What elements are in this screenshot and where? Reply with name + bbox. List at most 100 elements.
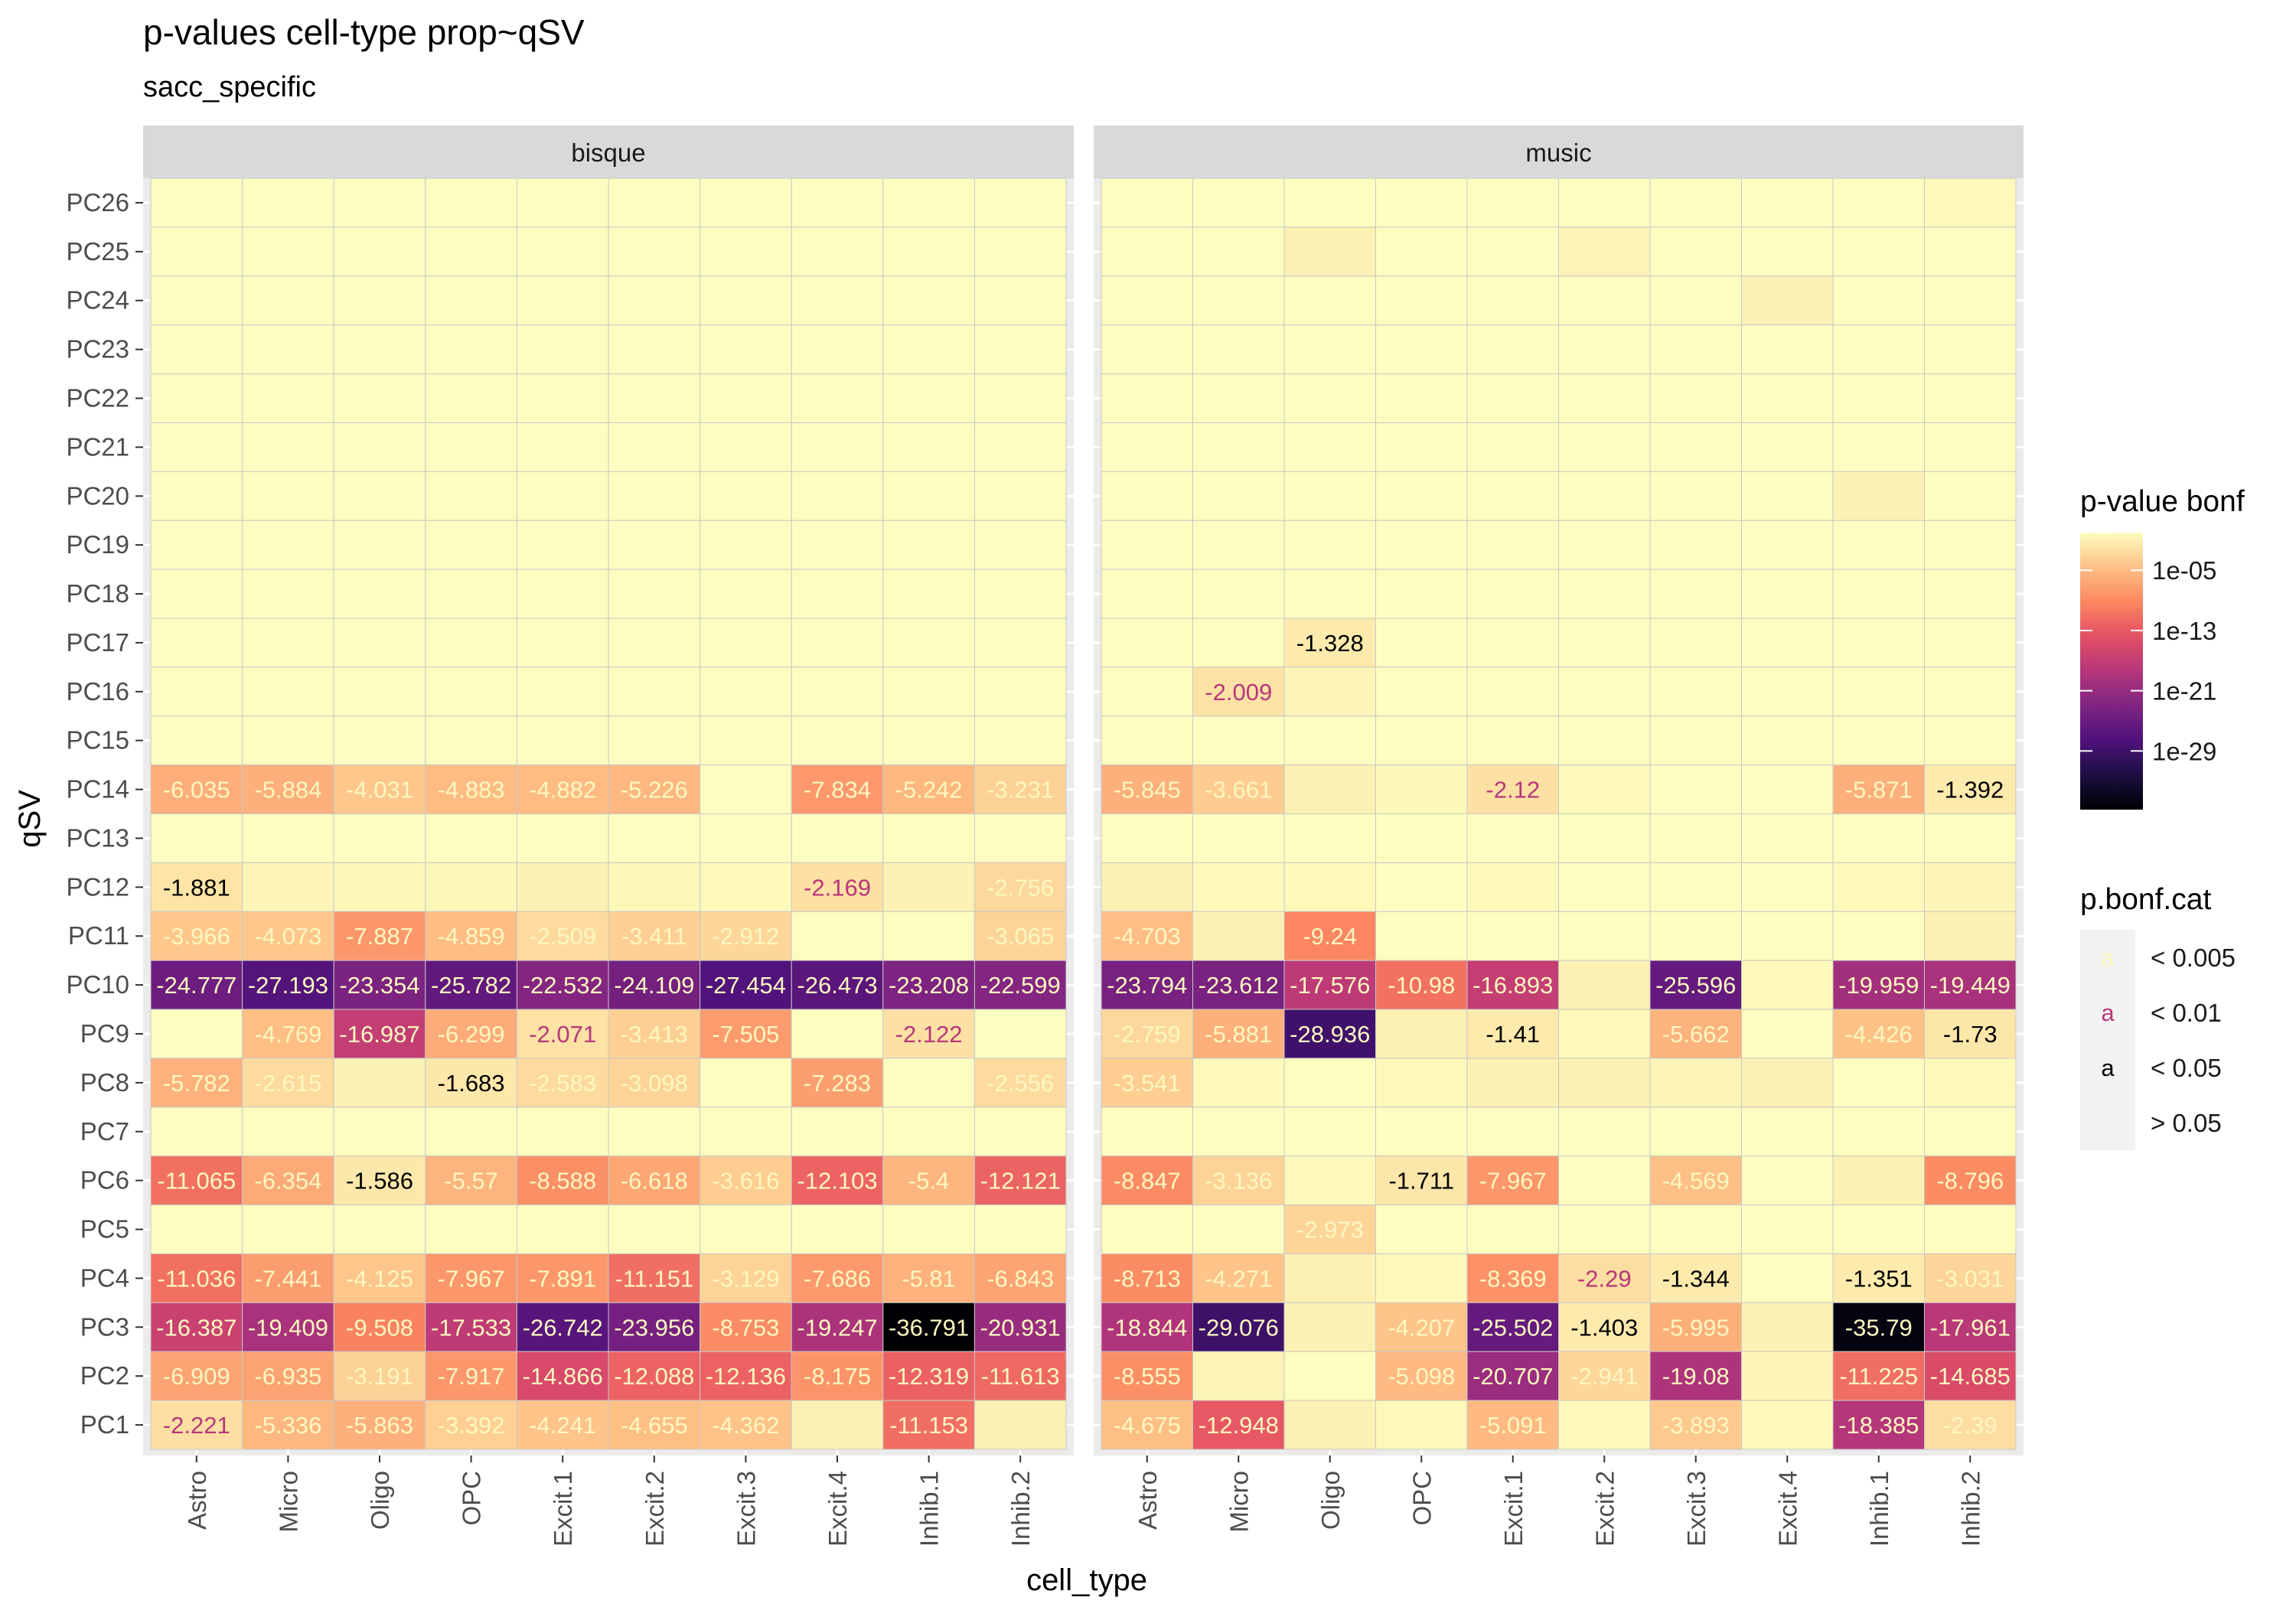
x-tick-label: Oligo	[1316, 1471, 1345, 1530]
heatmap-cell	[974, 813, 1067, 863]
cell-value-label: -8.847	[1114, 1168, 1181, 1195]
heatmap-cell	[974, 569, 1067, 619]
cell-value-label: -3.031	[1936, 1265, 2004, 1292]
cell-value-label: -23.612	[1199, 972, 1279, 999]
facet-strip	[1094, 125, 2024, 178]
heatmap-cell	[882, 764, 975, 814]
heatmap-cell	[974, 520, 1067, 570]
heatmap-cell	[974, 911, 1067, 961]
heatmap-cell	[150, 618, 243, 668]
heatmap-cell	[1649, 227, 1742, 277]
heatmap-cell	[1832, 324, 1925, 375]
heatmap-cell	[242, 960, 334, 1010]
heatmap-cell	[791, 373, 884, 423]
heatmap-cell	[425, 862, 517, 912]
cell-value-label: -22.599	[980, 972, 1061, 999]
cell-value-label: -6.909	[163, 1363, 230, 1390]
heatmap-cell	[150, 1058, 243, 1108]
heatmap-cell	[882, 618, 975, 668]
heatmap-cell	[1832, 471, 1925, 521]
heatmap-cell	[1649, 520, 1742, 570]
heatmap-cell	[425, 813, 517, 863]
heatmap-cell	[1283, 960, 1376, 1010]
fill-legend: p-value bonf 1e-05 1e-13 1e-21 1e-29	[2080, 485, 2245, 810]
heatmap-cell	[516, 1009, 609, 1059]
x-tick-label: Excit.2	[641, 1471, 669, 1547]
cell-value-label: -2.941	[1570, 1363, 1638, 1390]
heatmap-cell	[791, 1302, 884, 1352]
heatmap-cell	[1924, 911, 2017, 961]
heatmap-cell	[425, 275, 517, 326]
heatmap-cell	[791, 324, 884, 375]
heatmap-cell	[882, 422, 975, 472]
cell-value-label: -26.473	[797, 972, 877, 999]
heatmap-cell	[1832, 373, 1925, 423]
cell-value-label: -11.613	[981, 1363, 1060, 1390]
heatmap-cell	[1558, 1302, 1651, 1352]
heatmap-cell	[608, 1204, 701, 1254]
heatmap-cell	[425, 1351, 517, 1401]
heatmap-cell	[150, 1302, 243, 1352]
heatmap-cell	[1924, 471, 2017, 521]
cell-value-label: -35.79	[1845, 1314, 1913, 1341]
heatmap-cell	[608, 1351, 701, 1401]
cell-value-label: -4.883	[438, 777, 505, 804]
heatmap-cell	[150, 471, 243, 521]
cell-value-label: -2.39	[1943, 1412, 1998, 1439]
heatmap-cell	[700, 471, 792, 521]
heatmap-cell	[1741, 862, 1834, 912]
y-tick-label: PC11	[68, 921, 129, 950]
heatmap-cell	[1375, 520, 1468, 570]
cell-value-label: -4.655	[621, 1412, 688, 1439]
heatmap-cell	[242, 471, 334, 521]
heatmap-cell	[1101, 911, 1193, 961]
facet-strip	[143, 125, 1074, 178]
category-key	[2080, 1040, 2135, 1095]
heatmap-cell	[700, 667, 792, 717]
cell-value-label: -16.987	[339, 1021, 419, 1048]
y-tick-label: PC17	[66, 628, 129, 657]
heatmap-cell	[608, 1400, 701, 1450]
heatmap-cell	[791, 667, 884, 717]
heatmap-cell	[516, 667, 609, 717]
cell-value-label: -2.556	[987, 1070, 1054, 1097]
heatmap-cell	[1741, 178, 1834, 228]
cell-value-label: -1.711	[1388, 1168, 1454, 1195]
heatmap-cell	[1192, 422, 1285, 472]
heatmap-cell	[1558, 373, 1651, 423]
cell-value-label: -14.866	[523, 1363, 603, 1390]
cell-value-label: -18.844	[1107, 1314, 1187, 1341]
heatmap-cell	[242, 422, 334, 472]
heatmap-cell	[1558, 569, 1651, 619]
heatmap-cell	[1375, 569, 1468, 619]
heatmap-cell	[608, 862, 701, 912]
cell-value-label: -6.618	[621, 1168, 688, 1195]
heatmap-cell	[791, 520, 884, 570]
heatmap-cell	[333, 667, 426, 717]
cell-value-label: -6.354	[254, 1168, 321, 1195]
heatmap-cell	[1466, 520, 1559, 570]
heatmap-cell	[791, 1009, 884, 1059]
heatmap-cell	[1558, 1204, 1651, 1254]
heatmap-cell	[1101, 618, 1193, 668]
heatmap-cell	[1466, 1107, 1559, 1157]
heatmap-cell	[1283, 1156, 1376, 1206]
heatmap-cell	[1101, 1351, 1193, 1401]
cell-value-label: -5.336	[254, 1412, 321, 1439]
heatmap-cell	[150, 667, 243, 717]
heatmap-cell	[516, 1302, 609, 1352]
heatmap-cell	[791, 178, 884, 228]
heatmap-cell	[700, 373, 792, 423]
x-tick-label: OPC	[458, 1471, 486, 1526]
heatmap-cell	[242, 1204, 334, 1254]
cell-value-label: -3.413	[621, 1021, 688, 1048]
heatmap-cell	[1741, 422, 1834, 472]
heatmap-cell	[1375, 715, 1468, 766]
heatmap-cell	[1192, 715, 1285, 766]
cell-value-label: -2.221	[163, 1412, 230, 1439]
heatmap-cell	[333, 1400, 426, 1450]
heatmap-cell	[425, 471, 517, 521]
heatmap-cell	[608, 618, 701, 668]
heatmap-cell	[425, 1302, 517, 1352]
category-key-glyph: a	[2101, 944, 2115, 971]
